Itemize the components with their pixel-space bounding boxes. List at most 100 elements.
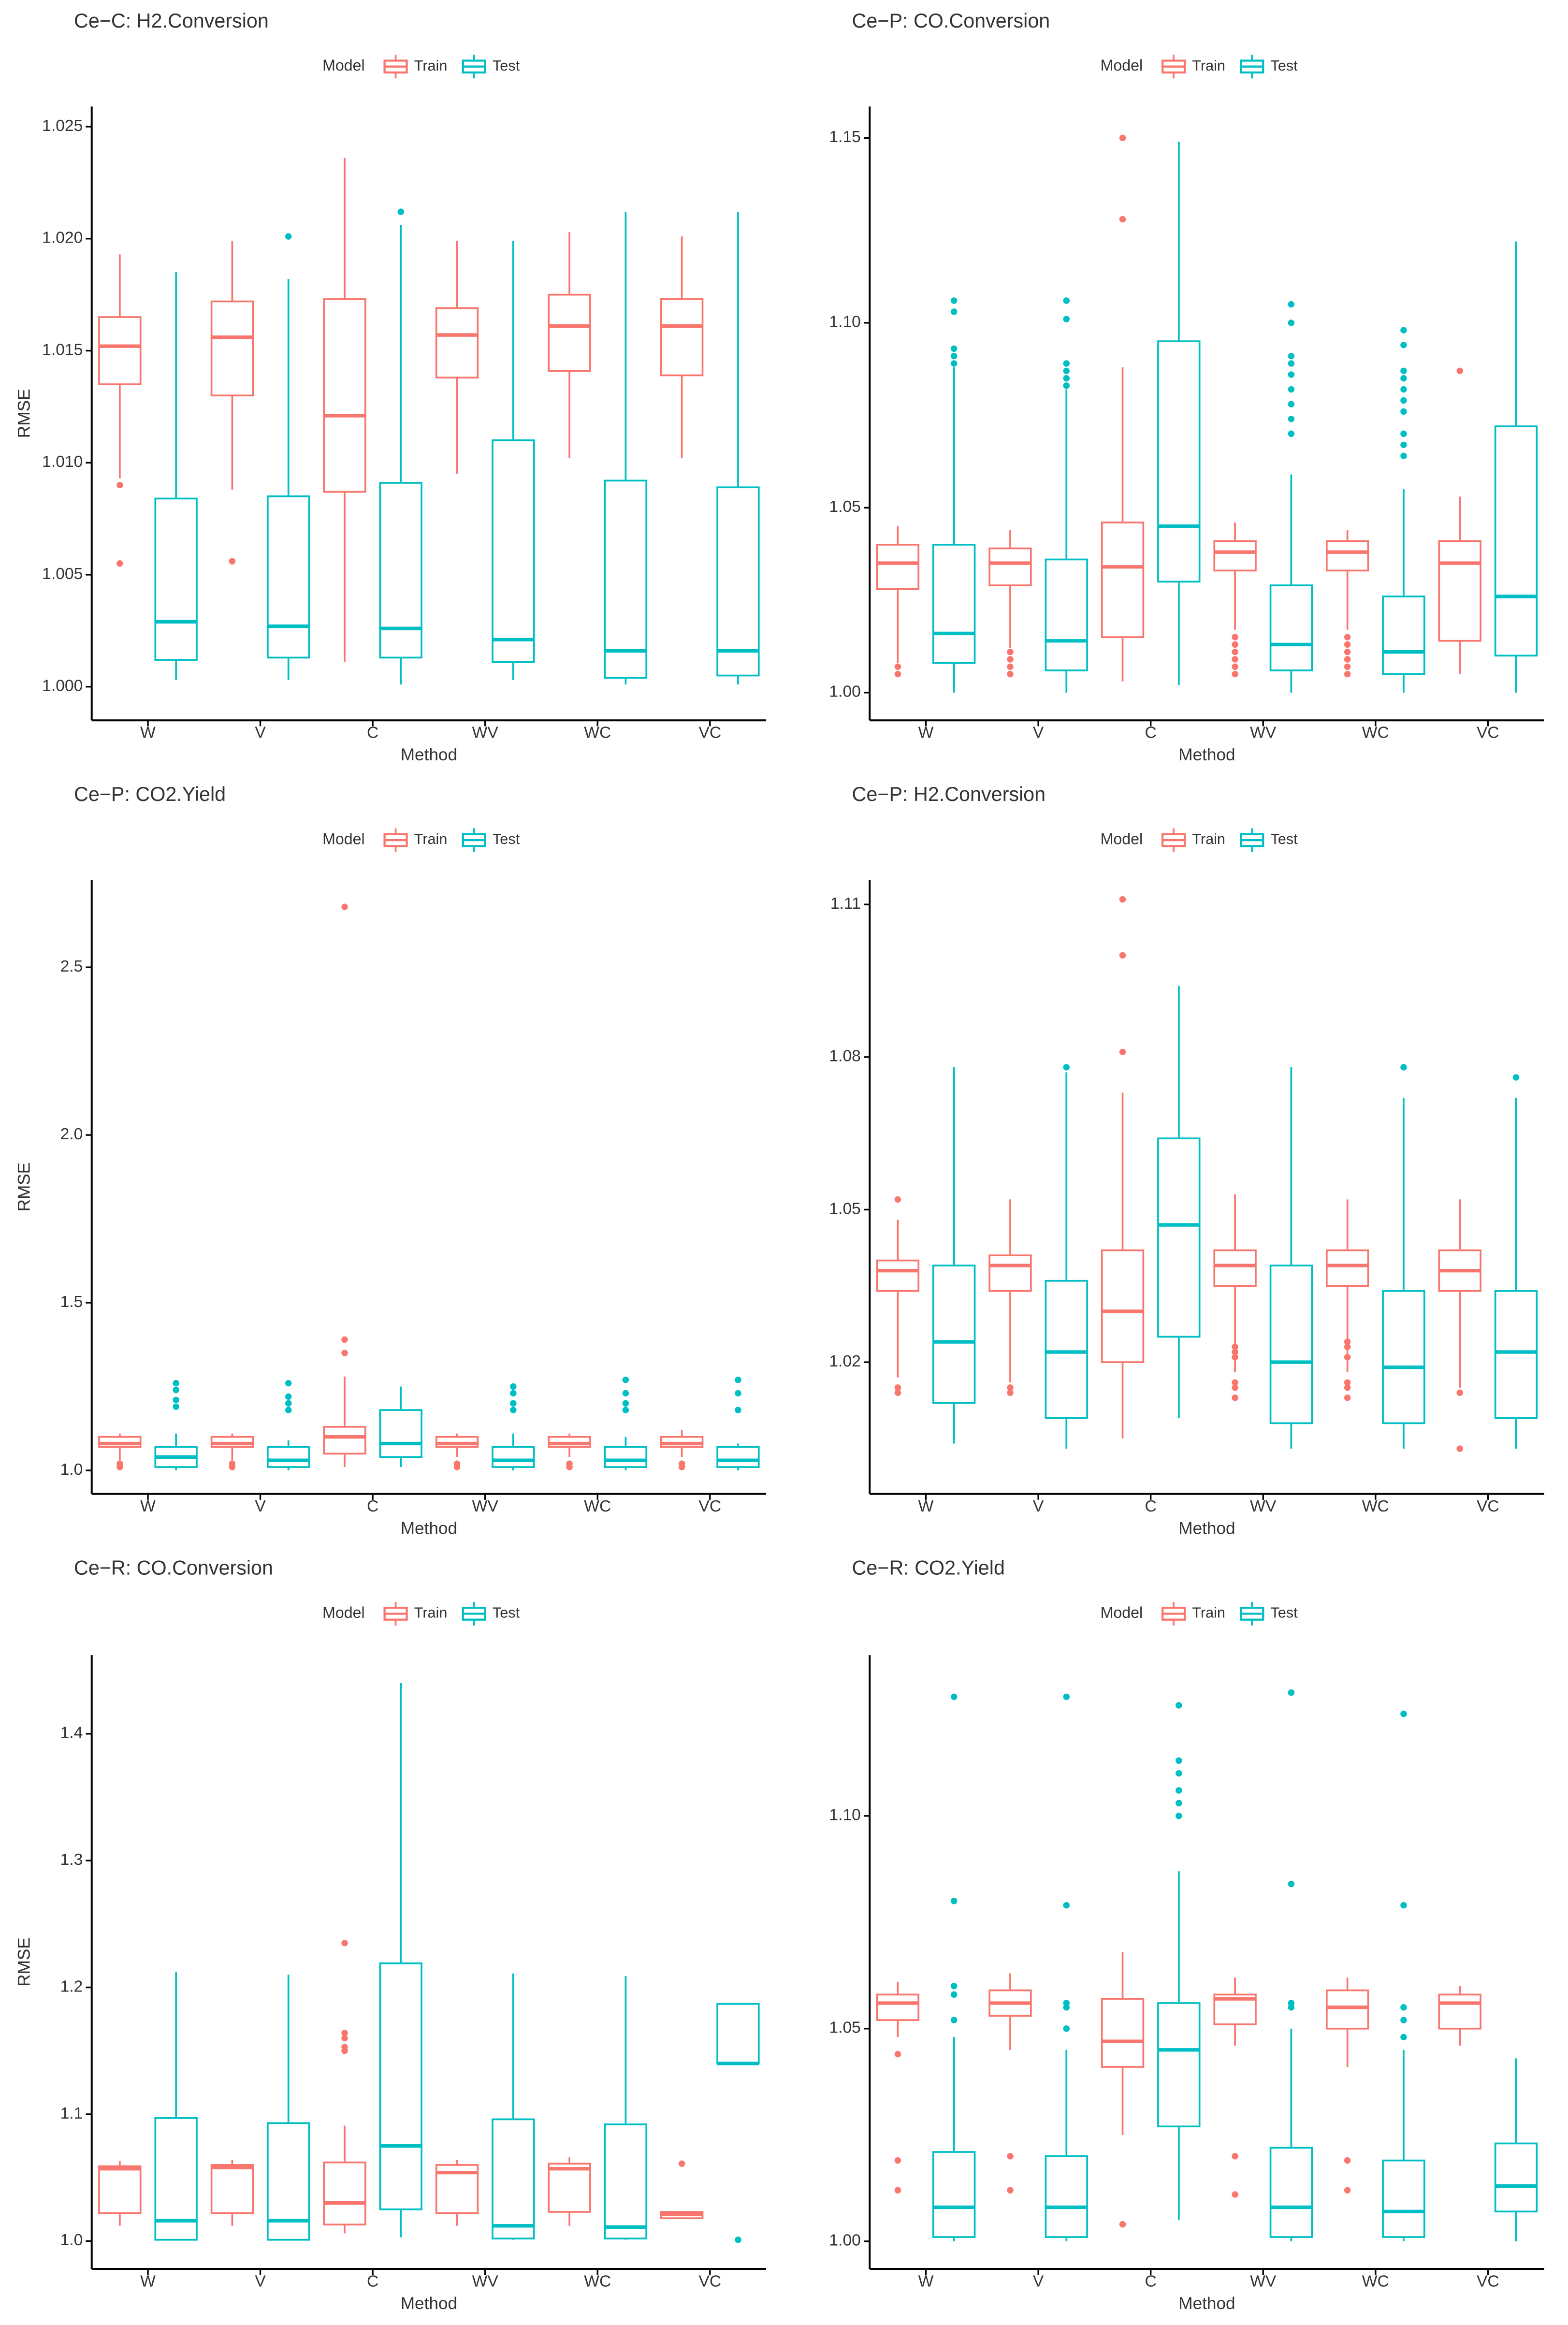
y-tick-label: 1.08: [829, 1047, 861, 1065]
outlier-point: [1288, 416, 1295, 422]
legend-key-train: [1161, 55, 1186, 79]
outlier-point: [1344, 1379, 1351, 1386]
outlier-point: [1344, 1395, 1351, 1401]
box-iqr: [1438, 1993, 1481, 2030]
box-iqr: [492, 1446, 535, 1468]
outlier-point: [735, 2236, 741, 2243]
legend-label-train: Train: [1192, 1605, 1225, 1621]
outlier-point: [1119, 952, 1126, 959]
box-iqr: [154, 497, 198, 661]
x-tick-label: VC: [698, 1497, 721, 1515]
box-train-W: [98, 2161, 142, 2226]
outlier-point: [229, 558, 236, 565]
outlier-point: [1119, 134, 1126, 142]
outlier-point: [894, 1389, 901, 1396]
outlier-point: [1400, 327, 1407, 334]
outlier-point: [894, 2157, 901, 2164]
outlier-point: [1344, 634, 1351, 640]
x-tick-label: WV: [1250, 2272, 1277, 2290]
chart-title: Ce−R: CO.Conversion: [74, 1557, 273, 1579]
legend-label-train: Train: [414, 831, 448, 847]
outlier-point: [950, 297, 958, 304]
outlier-point: [622, 1376, 629, 1383]
outlier-point: [950, 1898, 958, 1904]
outlier-point: [1232, 1353, 1238, 1361]
outlier-point: [622, 1400, 629, 1407]
outlier-point: [735, 1407, 741, 1413]
outlier-point: [1063, 297, 1070, 304]
box-iqr: [210, 2164, 254, 2214]
outlier-point: [1232, 663, 1238, 670]
outlier-point: [1232, 1349, 1238, 1355]
outlier-point: [1119, 1048, 1126, 1056]
box-train-V: [210, 1433, 254, 1470]
legend-key-test: [1240, 55, 1264, 79]
box-train-V: [210, 241, 254, 565]
outlier-point: [1344, 2157, 1351, 2164]
outlier-point: [1400, 2017, 1407, 2023]
y-tick-label: 1.15: [829, 128, 861, 146]
box-iqr: [379, 482, 422, 659]
outlier-point: [735, 1390, 741, 1397]
outlier-point: [1288, 2000, 1295, 2006]
x-axis-label: Method: [1178, 745, 1235, 764]
box-train-VC: [660, 2160, 704, 2219]
outlier-point: [1176, 1757, 1182, 1764]
outlier-point: [1176, 1787, 1182, 1794]
outlier-point: [116, 560, 123, 567]
chart-title: Ce−P: H2.Conversion: [852, 783, 1046, 805]
outlier-point: [1232, 1395, 1238, 1401]
y-tick-label: 1.05: [829, 1200, 861, 1218]
outlier-point: [397, 208, 404, 215]
outlier-point: [1344, 1384, 1351, 1391]
box-iqr: [379, 1962, 422, 2210]
legend-label-test: Test: [1271, 831, 1298, 847]
outlier-point: [173, 1380, 179, 1387]
legend-label-train: Train: [1192, 831, 1225, 847]
outlier-point: [894, 1384, 901, 1391]
outlier-point: [1512, 1074, 1520, 1081]
box-train-VC: [1438, 367, 1481, 674]
box-train-W: [876, 1196, 920, 1396]
chart-title: Ce−P: CO2.Yield: [74, 783, 226, 805]
outlier-point: [894, 670, 901, 678]
y-tick-label: 1.00: [829, 2232, 861, 2250]
outlier-point: [173, 1403, 179, 1410]
chart-title: Ce−C: H2.Conversion: [74, 10, 269, 32]
outlier-point: [1119, 216, 1126, 223]
box-train-WC: [548, 2157, 591, 2226]
outlier-point: [1063, 316, 1070, 322]
legend-label-test: Test: [1271, 1605, 1298, 1621]
outlier-point: [1344, 1343, 1351, 1351]
outlier-point: [1288, 386, 1295, 393]
outlier-point: [894, 1196, 901, 1203]
legend-label-test: Test: [1271, 58, 1298, 74]
box-test-WC: [604, 1376, 648, 1471]
legend-title: Model: [1101, 1604, 1143, 1621]
outlier-point: [1063, 2025, 1070, 2032]
box-iqr: [1325, 540, 1369, 572]
box-train-WV: [1213, 1194, 1257, 1401]
box-test-VC: [1494, 2058, 1538, 2241]
box-iqr: [1382, 1290, 1425, 1424]
x-tick-label: WV: [472, 1497, 499, 1515]
box-test-WV: [1269, 1689, 1313, 2241]
x-tick-label: VC: [1477, 724, 1499, 742]
outlier-point: [229, 1464, 236, 1470]
box-iqr: [876, 1993, 920, 2021]
outlier-point: [341, 2030, 348, 2036]
outlier-point: [1288, 371, 1295, 378]
y-tick-label: 1.015: [42, 341, 83, 359]
x-tick-label: WV: [472, 724, 499, 742]
box-train-WC: [548, 1433, 591, 1470]
y-tick-label: 1.05: [829, 2019, 861, 2037]
outlier-point: [1232, 648, 1238, 655]
box-test-W: [932, 1693, 976, 2241]
outlier-point: [1288, 320, 1295, 326]
outlier-point: [1288, 1689, 1295, 1696]
box-test-C: [379, 208, 422, 685]
box-test-VC: [716, 1376, 760, 1471]
box-iqr: [604, 480, 648, 679]
outlier-point: [950, 2017, 958, 2023]
legend-key-test: [462, 828, 486, 852]
